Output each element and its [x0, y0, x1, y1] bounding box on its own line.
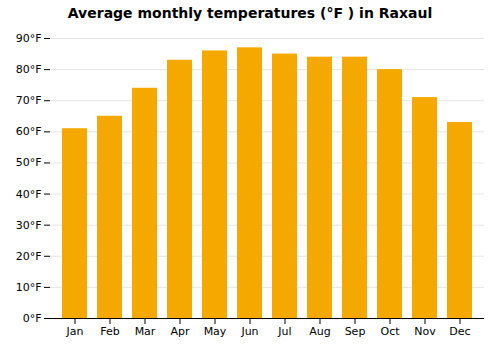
svg-text:Nov: Nov: [414, 325, 436, 338]
svg-text:Aug: Aug: [309, 325, 330, 338]
svg-text:0°F: 0°F: [23, 312, 42, 325]
svg-text:90°F: 90°F: [16, 32, 42, 45]
svg-text:May: May: [204, 325, 227, 338]
svg-text:Jan: Jan: [66, 325, 84, 338]
svg-text:10°F: 10°F: [16, 281, 42, 294]
svg-text:Jun: Jun: [240, 325, 258, 338]
svg-text:Apr: Apr: [170, 325, 190, 338]
svg-text:70°F: 70°F: [16, 94, 42, 107]
svg-text:Oct: Oct: [380, 325, 400, 338]
svg-text:50°F: 50°F: [16, 156, 42, 169]
svg-text:20°F: 20°F: [16, 250, 42, 263]
svg-text:Jul: Jul: [277, 325, 291, 338]
svg-text:Feb: Feb: [100, 325, 119, 338]
svg-text:Dec: Dec: [449, 325, 470, 338]
svg-text:Sep: Sep: [345, 325, 366, 338]
svg-text:Mar: Mar: [135, 325, 156, 338]
html-text:Average monthly temperatures (: Average monthly temperatures (°F ) in Ra…: [67, 5, 433, 21]
svg-text:60°F: 60°F: [16, 125, 42, 138]
svg-text:30°F: 30°F: [16, 219, 42, 232]
svg-text:80°F: 80°F: [16, 63, 42, 76]
svg-text:40°F: 40°F: [16, 188, 42, 201]
